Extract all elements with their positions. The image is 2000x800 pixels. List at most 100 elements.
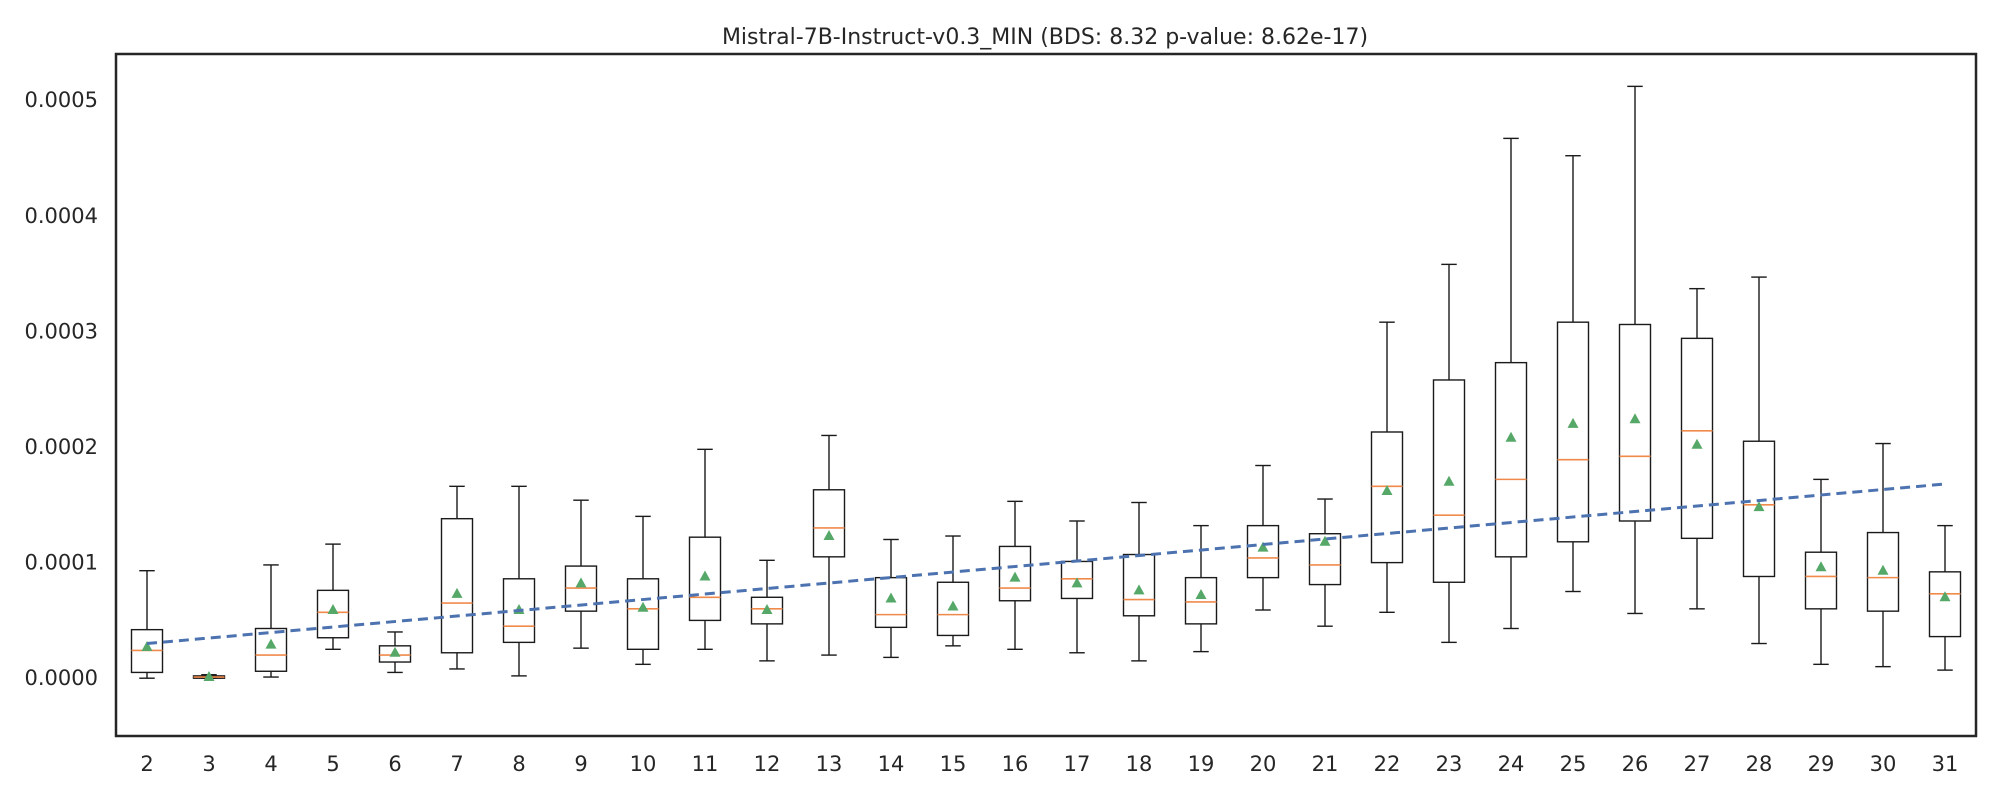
x-tick-label: 3 — [202, 752, 215, 776]
mean-marker — [265, 638, 277, 649]
box-group — [750, 559, 784, 662]
box-group — [1060, 520, 1094, 654]
mean-marker — [1195, 588, 1207, 599]
mean-marker — [1753, 501, 1765, 512]
mean-marker — [637, 601, 649, 612]
box-group — [1494, 137, 1528, 630]
mean-marker — [761, 604, 773, 615]
box-group — [626, 515, 660, 666]
mean-marker — [823, 530, 835, 541]
box-group — [1618, 85, 1652, 615]
box-iqr — [750, 596, 784, 625]
box-group — [1556, 155, 1590, 593]
x-tick-label: 29 — [1808, 752, 1835, 776]
box-iqr — [1432, 379, 1466, 583]
box-iqr — [626, 578, 660, 651]
mean-marker — [327, 604, 339, 615]
box-group — [998, 500, 1032, 651]
box-iqr — [1618, 323, 1652, 522]
box-group — [936, 535, 970, 647]
box-group — [192, 671, 226, 682]
box-iqr — [1184, 576, 1218, 625]
axes-frame — [114, 52, 1978, 738]
x-tick-label: 5 — [326, 752, 339, 776]
box-iqr — [316, 589, 350, 639]
box-iqr — [812, 489, 846, 558]
x-tick-label: 22 — [1374, 752, 1401, 776]
x-tick-label: 2 — [140, 752, 153, 776]
x-tick-label: 15 — [940, 752, 967, 776]
x-tick-label: 9 — [574, 752, 587, 776]
x-tick-label: 16 — [1002, 752, 1029, 776]
box-group — [564, 499, 598, 649]
x-tick-label: 19 — [1188, 752, 1215, 776]
x-tick-label: 23 — [1436, 752, 1463, 776]
box-iqr — [254, 627, 288, 672]
mean-marker — [1691, 438, 1703, 449]
mean-marker — [699, 570, 711, 581]
box-group — [1742, 276, 1776, 645]
box-iqr — [1246, 524, 1280, 579]
y-tick-label: 0.0000 — [25, 666, 98, 690]
x-tick-label: 31 — [1932, 752, 1959, 776]
x-tick-label: 12 — [754, 752, 781, 776]
box-group — [316, 543, 350, 651]
x-axis-ticks: 2 3 4 5 6 7 8 9 10 11 12 13 14 15 16 17 18 19 20 21 22 23 24 25… — [140, 752, 1958, 776]
box-iqr — [998, 545, 1032, 602]
mean-marker — [389, 646, 401, 657]
box-iqr — [688, 536, 722, 622]
y-tick-label: 0.0004 — [25, 204, 98, 228]
box-group — [1246, 464, 1280, 611]
x-tick-label: 28 — [1746, 752, 1773, 776]
box-iqr — [440, 517, 474, 654]
box-group — [502, 485, 536, 677]
box-iqr — [1494, 361, 1528, 558]
x-tick-label: 10 — [630, 752, 657, 776]
x-tick-label: 21 — [1312, 752, 1339, 776]
box-group — [378, 631, 412, 674]
box-iqr — [1742, 440, 1776, 578]
box-group — [254, 564, 288, 678]
mean-marker — [1381, 484, 1393, 495]
mean-marker — [1877, 564, 1889, 575]
x-tick-label: 13 — [816, 752, 843, 776]
x-tick-label: 7 — [450, 752, 463, 776]
box-group — [874, 538, 908, 659]
box-group — [1928, 524, 1962, 671]
x-tick-label: 30 — [1870, 752, 1897, 776]
trend-line — [146, 482, 1946, 646]
mean-marker — [1629, 413, 1641, 424]
mean-marker — [1815, 561, 1827, 572]
box-group — [1122, 501, 1156, 662]
mean-marker — [1939, 591, 1951, 602]
x-tick-label: 27 — [1684, 752, 1711, 776]
mean-marker — [1133, 584, 1145, 595]
box-iqr — [378, 645, 412, 663]
box-iqr — [1680, 337, 1714, 540]
mean-marker — [885, 592, 897, 603]
chart-title: Mistral-7B-Instruct-v0.3_MIN (BDS: 8.32 … — [722, 25, 1368, 50]
x-tick-label: 11 — [692, 752, 719, 776]
box-group — [812, 434, 846, 656]
x-tick-label: 8 — [512, 752, 525, 776]
mean-marker — [1071, 577, 1083, 588]
box-iqr — [874, 576, 908, 629]
mean-marker — [1257, 541, 1269, 552]
mean-marker — [1505, 431, 1517, 442]
x-tick-label: 26 — [1622, 752, 1649, 776]
x-tick-label: 18 — [1126, 752, 1153, 776]
box-iqr — [1556, 321, 1590, 543]
y-tick-label: 0.0003 — [25, 319, 98, 343]
box-group — [1184, 524, 1218, 653]
x-tick-label: 14 — [878, 752, 905, 776]
box-group — [440, 485, 474, 670]
mean-marker — [141, 640, 153, 651]
box-iqr — [936, 581, 970, 637]
y-tick-label: 0.0005 — [25, 88, 98, 112]
mean-marker — [1009, 571, 1021, 582]
y-axis-ticks: 0.0000 0.0001 0.0002 0.0003 0.0004 0.0005 — [25, 88, 98, 690]
box-group — [1804, 478, 1838, 666]
box-iqr — [1370, 431, 1404, 564]
x-tick-label: 6 — [388, 752, 401, 776]
